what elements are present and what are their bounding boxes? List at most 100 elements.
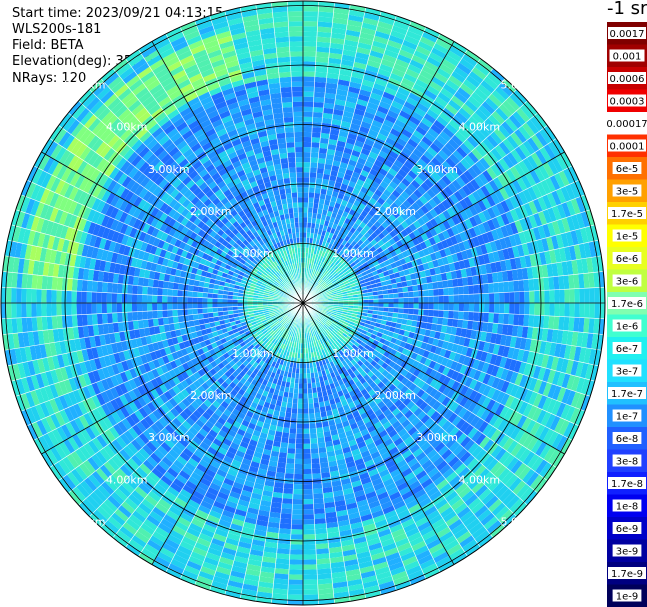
ray-gap	[302, 26, 427, 304]
ring-label: 4.00km	[458, 121, 500, 134]
azimuth-spoke	[302, 151, 565, 304]
ray-gap	[302, 302, 382, 595]
ray-gap	[165, 302, 304, 573]
colorbar-label: 1e-7	[616, 412, 639, 423]
instrument-label: WLS200s-181	[12, 22, 102, 37]
ray-gap	[302, 2, 335, 304]
ray-gap	[302, 20, 412, 304]
ray-gap	[15, 302, 304, 397]
ray-gap	[302, 7, 367, 304]
ray-gap	[100, 302, 304, 528]
colorbar-label: 1e-8	[616, 502, 639, 513]
ray-gap	[302, 302, 517, 517]
ring-label: 4.00km	[106, 473, 148, 486]
colorbar-label: 3e-9	[616, 547, 639, 558]
ray-gap	[302, 89, 517, 304]
ray-gap	[302, 49, 468, 304]
ray-gap	[100, 78, 304, 304]
colorbar-label: 0.001	[613, 52, 642, 63]
colorbar-label: 6e-6	[616, 254, 639, 265]
ring-label: 5.00km	[64, 79, 106, 92]
ray-gap	[302, 11, 382, 304]
ray-gap	[302, 302, 573, 441]
azimuth-spoke	[302, 302, 455, 565]
ray-gap	[26, 302, 304, 427]
ray-gap	[138, 302, 304, 557]
colorbar-label: 0.0003	[610, 97, 645, 108]
colorbar-label: 0.00017	[606, 119, 647, 130]
ray-gap	[302, 179, 580, 304]
ray-gap	[239, 302, 304, 599]
ray-gap	[302, 58, 481, 304]
ray-gap	[49, 302, 304, 468]
ring-label: 1.00km	[232, 347, 274, 360]
colorbar-label: 3e-5	[616, 187, 639, 198]
ray-gap	[15, 209, 304, 304]
colorbar-label: 0.0001	[610, 142, 645, 153]
colorbar-label: 6e-7	[616, 344, 639, 355]
ring-label: 1.00km	[332, 247, 374, 260]
azimuth-spoke	[151, 302, 304, 565]
colorbar-label: 0.0017	[610, 29, 645, 40]
ray-gap	[302, 302, 494, 538]
start-time-label: Start time: 2023/09/21 04:13:15	[12, 6, 224, 21]
azimuth-spoke	[151, 41, 304, 304]
ray-gap	[89, 89, 304, 304]
ray-gap	[302, 302, 335, 604]
ring-label: 3.00km	[416, 163, 458, 176]
ray-gap	[302, 302, 468, 557]
ray-gap	[20, 302, 304, 412]
ray-gap	[302, 302, 591, 397]
colorbar-label: 1.7e-7	[611, 389, 643, 400]
ray-gap	[302, 302, 599, 367]
ring-label: 5.00km	[501, 79, 543, 92]
ray-gap	[68, 302, 304, 494]
ray-gap	[302, 100, 528, 304]
colorbar-label: 3e-6	[616, 277, 639, 288]
ray-gap	[302, 302, 595, 382]
ray-gap	[20, 194, 304, 304]
ray-gap	[33, 165, 304, 304]
ray-gap	[271, 2, 304, 304]
ray-gap	[302, 255, 602, 304]
ray-gap	[255, 302, 304, 602]
ray-gap	[302, 15, 397, 304]
azimuth-spoke	[302, 41, 455, 304]
ray-gap	[302, 239, 599, 304]
ray-gap	[33, 302, 304, 441]
ray-gap	[302, 194, 586, 304]
ray-gap	[302, 302, 320, 605]
ray-gap	[125, 58, 304, 304]
colorbar-label: 1e-5	[616, 232, 639, 243]
ray-gap	[302, 302, 586, 412]
colorbar-label: 0.0006	[610, 74, 645, 85]
ray-gap	[58, 302, 304, 481]
colorbar-label: 1.7e-8	[611, 479, 643, 490]
ray-gap	[302, 165, 573, 304]
ray-gap	[302, 271, 604, 304]
azimuth-spoke	[41, 302, 304, 455]
ring-label: 2.00km	[190, 389, 232, 402]
ray-gap	[302, 302, 481, 548]
ray-gap	[302, 68, 494, 304]
ray-gap	[302, 302, 351, 602]
colorbar-title: -1 sr	[607, 0, 647, 19]
ray-gap	[302, 302, 605, 320]
ring-label: 4.00km	[458, 473, 500, 486]
ray-gap	[194, 302, 304, 586]
ray-gap	[302, 302, 548, 481]
ray-gap	[302, 302, 412, 586]
ray-gap	[194, 20, 304, 304]
ray-gap	[302, 302, 538, 494]
ring-label: 5.00km	[64, 515, 106, 528]
ray-gap	[58, 125, 304, 304]
ray-gap	[4, 302, 304, 351]
field-label: Field: BETA	[12, 38, 84, 53]
ray-gap	[302, 302, 557, 468]
ray-gap	[78, 302, 304, 506]
ring-label: 1.00km	[232, 247, 274, 260]
ring-label: 3.00km	[416, 431, 458, 444]
azimuth-spoke	[302, 302, 565, 455]
